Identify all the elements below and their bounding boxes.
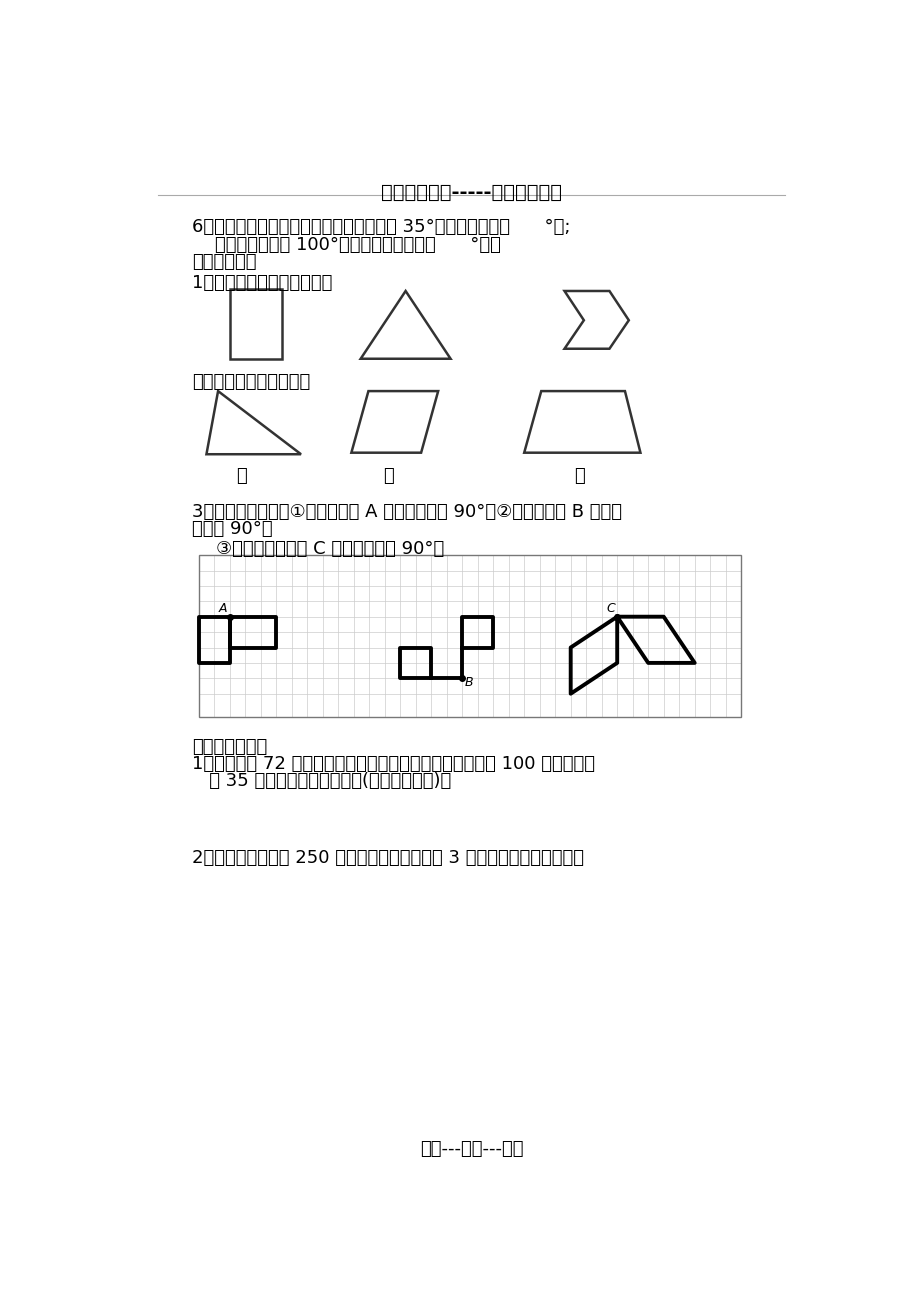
Text: 画出下面每个图形的高。: 画出下面每个图形的高。 xyxy=(192,374,311,392)
Text: 底: 底 xyxy=(574,466,584,484)
Text: C: C xyxy=(606,602,615,615)
Text: 五、操作题。: 五、操作题。 xyxy=(192,254,256,271)
Text: 专心---专注---专业: 专心---专注---专业 xyxy=(419,1141,523,1159)
Text: 1、画出下列图形的对称轴。: 1、画出下列图形的对称轴。 xyxy=(192,273,333,292)
Text: A: A xyxy=(219,602,227,615)
Text: 6、一个等腰三角形，如果它的一个底角是 35°，它的顶角是（      °）;: 6、一个等腰三角形，如果它的一个底角是 35°，它的顶角是（ °）; xyxy=(192,217,571,236)
Text: B: B xyxy=(464,676,472,689)
Text: 精选优质文档-----倾情为你奉上: 精选优质文档-----倾情为你奉上 xyxy=(380,184,562,202)
Text: 底: 底 xyxy=(235,466,246,484)
Text: 六、解决问题。: 六、解决问题。 xyxy=(192,738,267,755)
Text: 1、学校买来 72 套课桌（一张桌子配一张椅子），每张课桌 100 元，每把椅: 1、学校买来 72 套课桌（一张桌子配一张椅子），每张课桌 100 元，每把椅 xyxy=(192,755,595,773)
Text: 子 35 元，一共用了多少元？(两种方法解答)。: 子 35 元，一共用了多少元？(两种方法解答)。 xyxy=(192,772,451,790)
Text: 3、按要求画一画。①将长方形绕 A 点逆时针旋转 90°。②将小旗围绕 B 点逆时: 3、按要求画一画。①将长方形绕 A 点逆时针旋转 90°。②将小旗围绕 B 点逆… xyxy=(192,503,622,521)
Text: 如果它的顶角是 100°，它的一个底角是（      °）。: 如果它的顶角是 100°，它的一个底角是（ °）。 xyxy=(192,236,501,254)
Bar xyxy=(199,555,741,717)
Text: 针旋转 90°。: 针旋转 90°。 xyxy=(192,521,273,539)
Text: 2、某饲养场中养鸡 250 只，养鸭的只数是鸡的 3 倍，鸡、鸭总数比养鹅的: 2、某饲养场中养鸡 250 只，养鸭的只数是鸡的 3 倍，鸡、鸭总数比养鹅的 xyxy=(192,849,584,867)
Text: 底: 底 xyxy=(383,466,393,484)
Text: ③将平行四边形绕 C 点顺时针旋转 90°。: ③将平行四边形绕 C 点顺时针旋转 90°。 xyxy=(216,540,444,557)
